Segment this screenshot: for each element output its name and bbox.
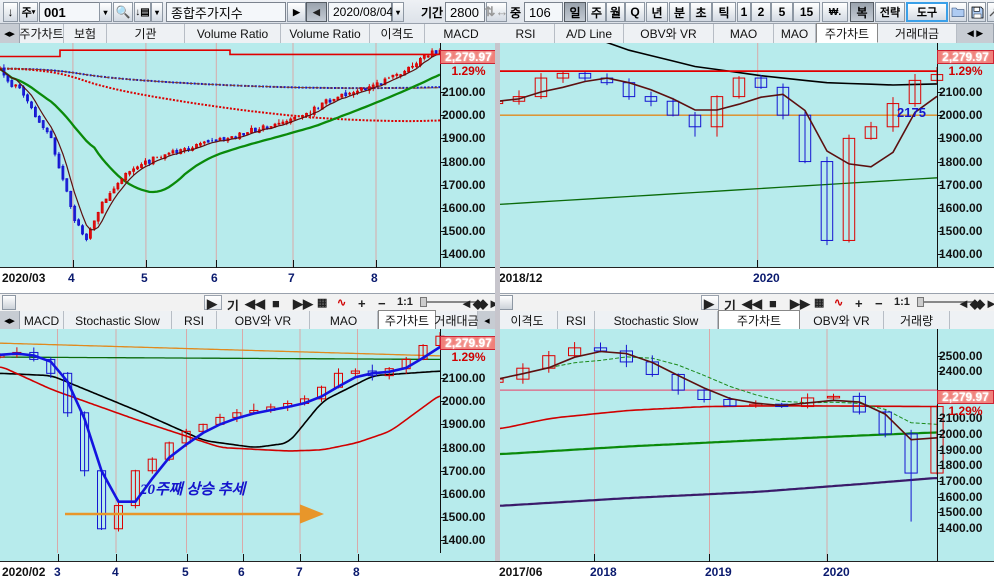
svg-text:2175: 2175	[897, 105, 926, 120]
svg-text:20주째 상승 추세: 20주째 상승 추세	[139, 481, 248, 498]
